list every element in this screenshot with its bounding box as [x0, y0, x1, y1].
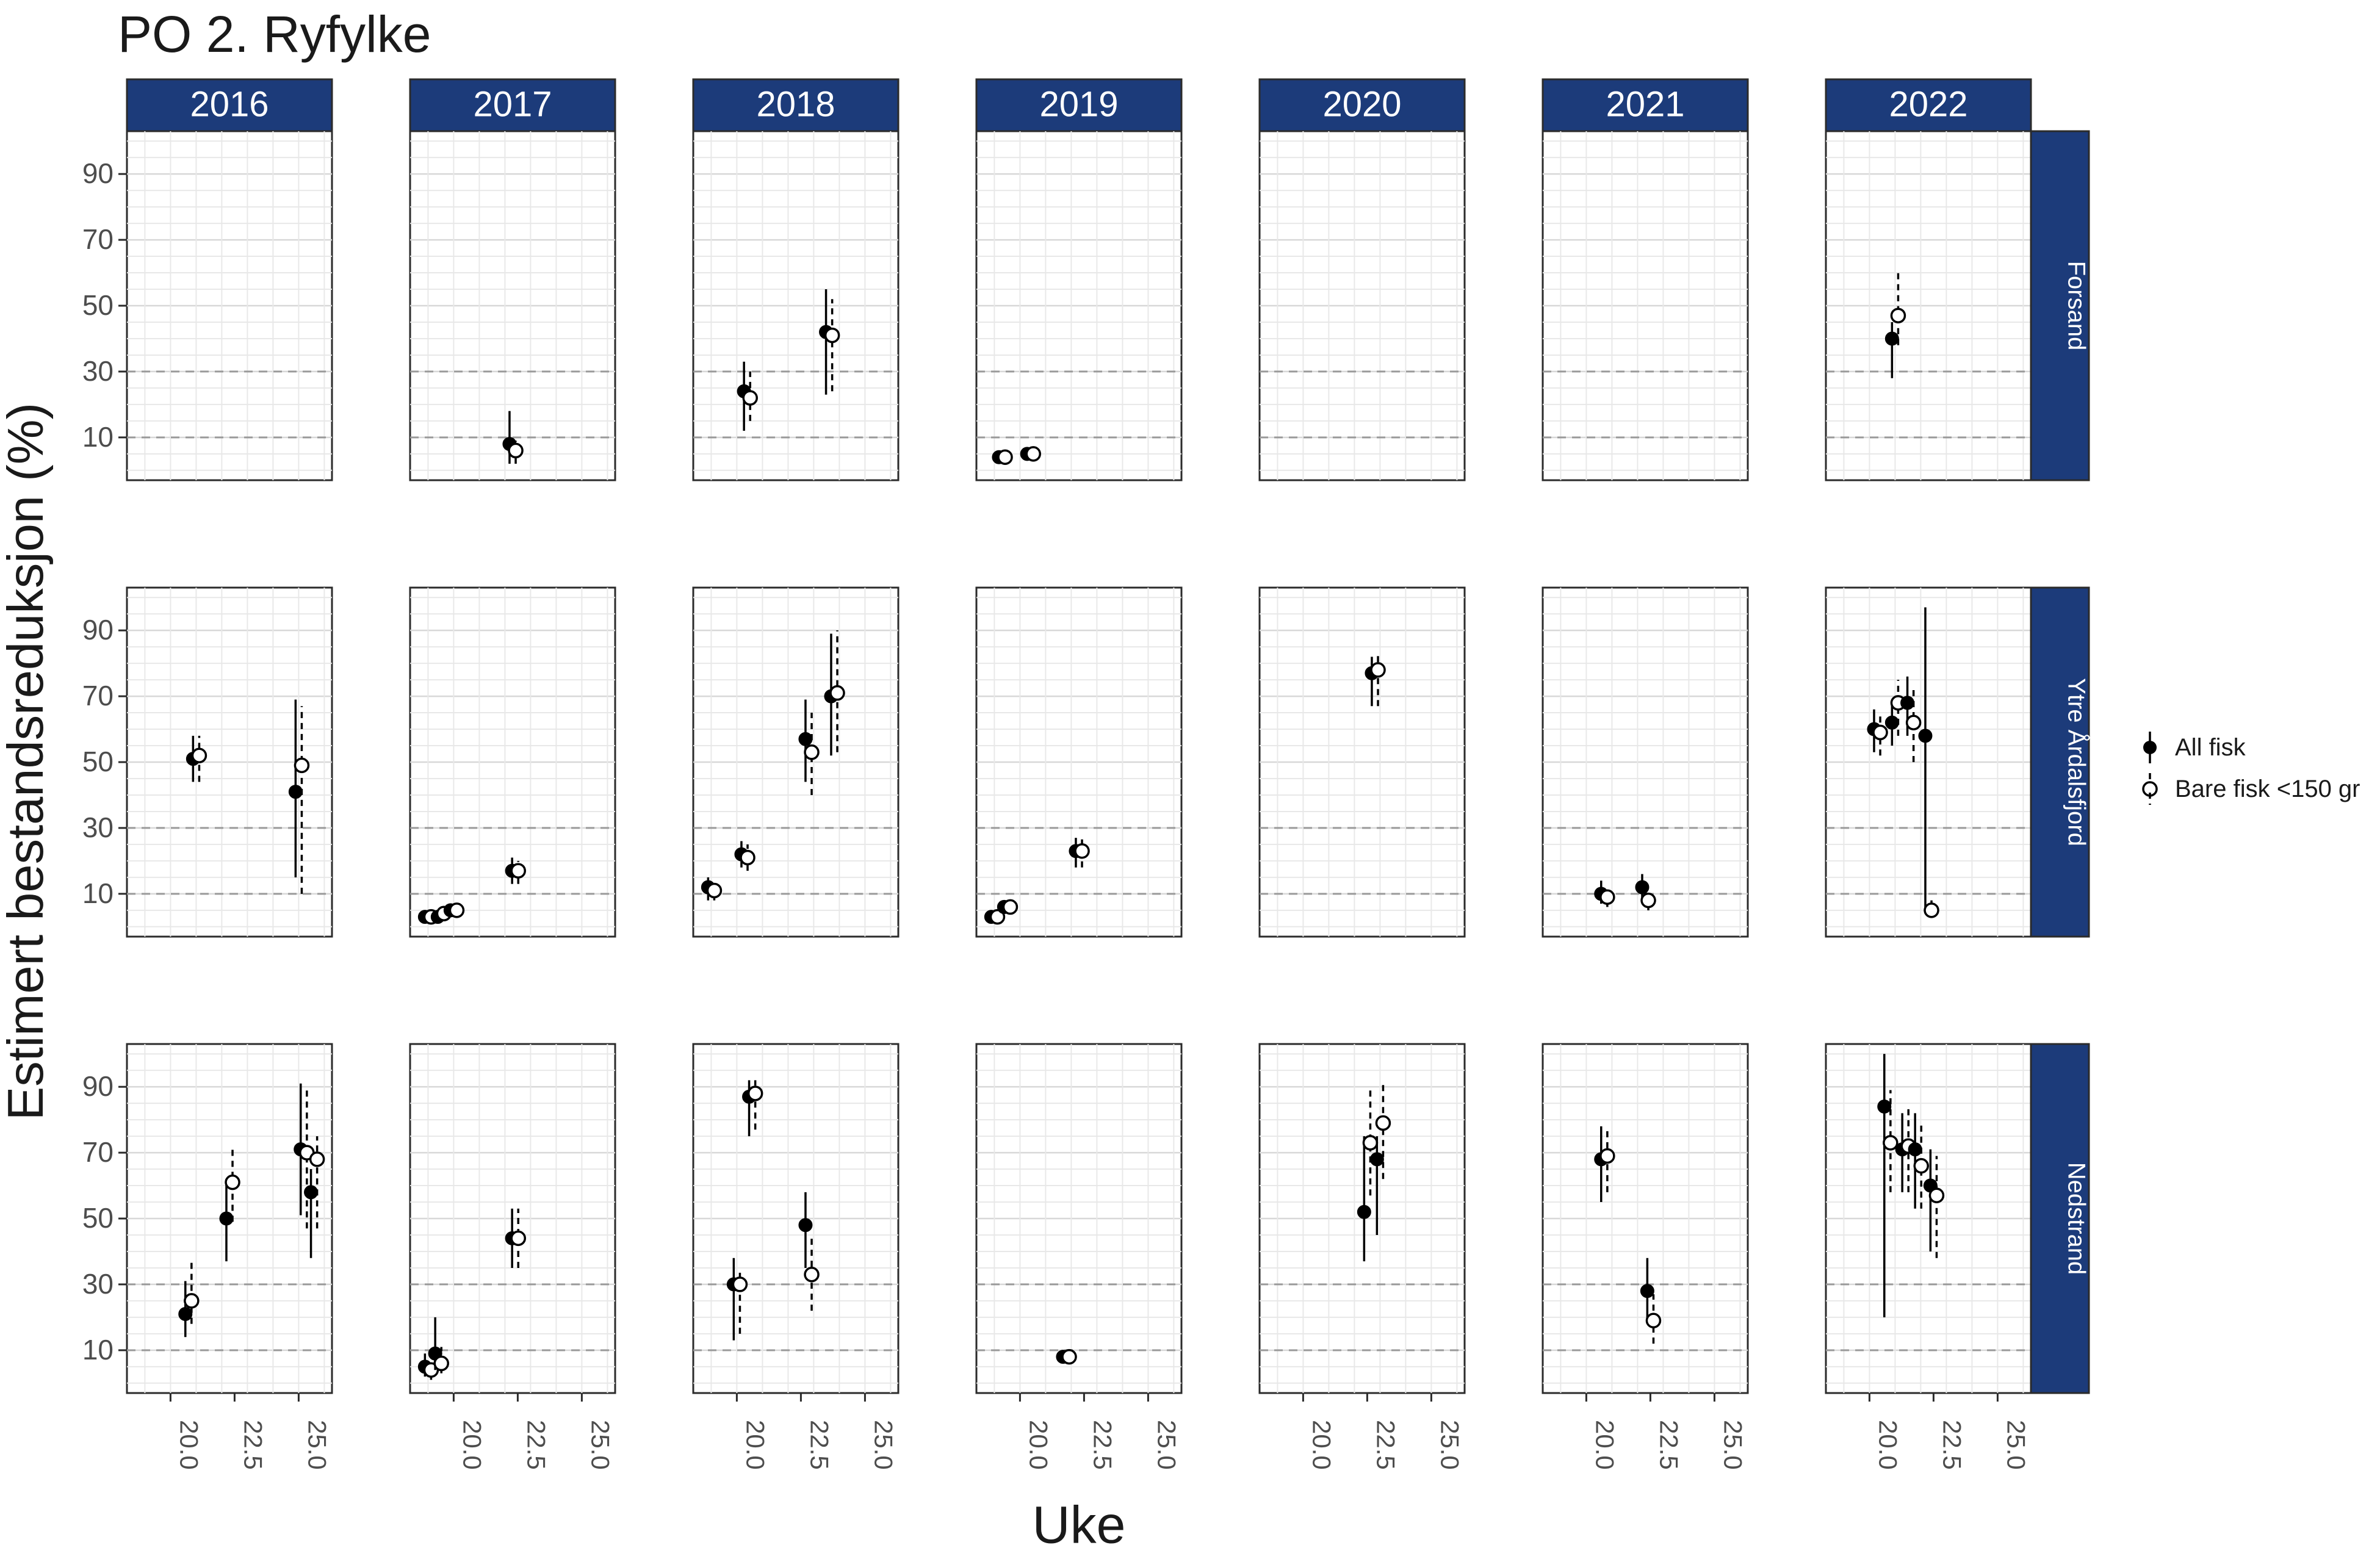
svg-text:2021: 2021 — [1606, 85, 1684, 124]
svg-text:20.0: 20.0 — [175, 1420, 203, 1470]
svg-text:20.0: 20.0 — [741, 1420, 770, 1470]
svg-text:22.5: 22.5 — [1654, 1420, 1683, 1470]
svg-text:2019: 2019 — [1039, 85, 1118, 124]
svg-text:22.5: 22.5 — [522, 1420, 550, 1470]
svg-text:70: 70 — [82, 1136, 114, 1168]
svg-text:50: 50 — [82, 289, 114, 321]
svg-text:20.0: 20.0 — [1024, 1420, 1053, 1470]
svg-text:20.0: 20.0 — [458, 1420, 486, 1470]
svg-text:2016: 2016 — [190, 85, 269, 124]
svg-text:20.0: 20.0 — [1307, 1420, 1336, 1470]
svg-text:Nedstrand: Nedstrand — [2063, 1162, 2090, 1275]
svg-text:90: 90 — [82, 157, 114, 189]
svg-text:90: 90 — [82, 614, 114, 646]
svg-text:30: 30 — [82, 812, 114, 843]
svg-text:PO 2. Ryfylke: PO 2. Ryfylke — [118, 5, 431, 63]
svg-text:Forsand: Forsand — [2063, 261, 2090, 351]
svg-text:70: 70 — [82, 680, 114, 711]
svg-text:22.5: 22.5 — [1371, 1420, 1400, 1470]
svg-text:25.0: 25.0 — [303, 1420, 331, 1470]
svg-text:25.0: 25.0 — [1718, 1420, 1747, 1470]
svg-text:30: 30 — [82, 355, 114, 387]
svg-text:2017: 2017 — [473, 85, 552, 124]
svg-text:10: 10 — [82, 1334, 114, 1366]
svg-text:Ytre Årdalsfjord: Ytre Årdalsfjord — [2063, 678, 2091, 846]
svg-text:10: 10 — [82, 877, 114, 909]
svg-text:90: 90 — [82, 1070, 114, 1102]
svg-text:50: 50 — [82, 1202, 114, 1234]
svg-text:22.5: 22.5 — [805, 1420, 834, 1470]
svg-text:22.5: 22.5 — [239, 1420, 267, 1470]
svg-text:2018: 2018 — [756, 85, 835, 124]
svg-text:25.0: 25.0 — [2002, 1420, 2030, 1470]
svg-text:22.5: 22.5 — [1938, 1420, 1966, 1470]
svg-text:25.0: 25.0 — [869, 1420, 898, 1470]
svg-text:2022: 2022 — [1889, 85, 1967, 124]
svg-text:25.0: 25.0 — [1435, 1420, 1464, 1470]
svg-text:20.0: 20.0 — [1873, 1420, 1902, 1470]
svg-text:70: 70 — [82, 223, 114, 255]
svg-text:25.0: 25.0 — [1152, 1420, 1181, 1470]
svg-text:10: 10 — [82, 421, 114, 453]
svg-text:30: 30 — [82, 1268, 114, 1300]
svg-text:25.0: 25.0 — [586, 1420, 615, 1470]
svg-text:22.5: 22.5 — [1088, 1420, 1117, 1470]
svg-text:50: 50 — [82, 746, 114, 777]
svg-text:20.0: 20.0 — [1590, 1420, 1619, 1470]
svg-text:2020: 2020 — [1322, 85, 1401, 124]
